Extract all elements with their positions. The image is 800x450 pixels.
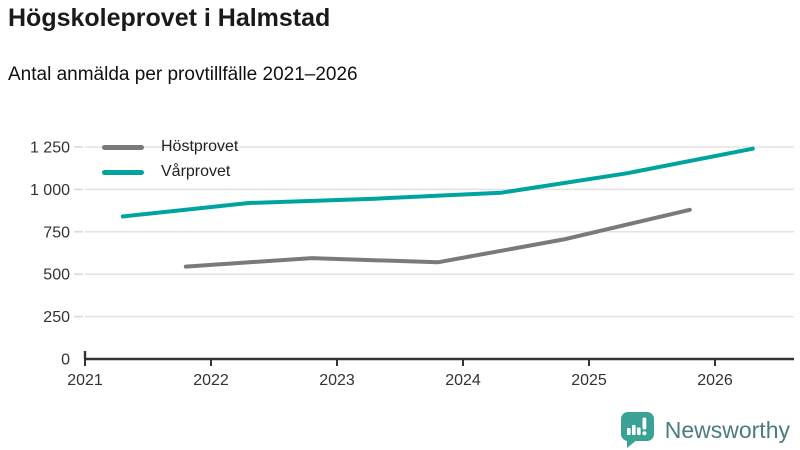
brand-logo: Newsworthy: [620, 411, 790, 449]
brand-name: Newsworthy: [664, 416, 790, 443]
y-axis-label: 750: [43, 224, 70, 241]
legend-swatch: [102, 144, 144, 150]
x-axis-label: 2023: [319, 372, 355, 389]
bar-chart-logo-icon: [620, 412, 654, 448]
y-axis-label: 0: [61, 352, 70, 369]
y-axis-label: 500: [43, 267, 70, 284]
series-line-höstprovet: [183, 207, 692, 269]
x-axis-label: 2024: [445, 372, 481, 389]
chart-legend: Höstprovet Vårprovet: [102, 139, 238, 180]
legend-label: Höstprovet: [161, 138, 239, 155]
y-axis-label: 1 000: [30, 182, 70, 199]
y-axis-label: 1 250: [30, 140, 70, 157]
x-axis-label: 2022: [193, 372, 229, 389]
legend-swatch: [102, 169, 144, 175]
page-title: Högskoleprovet i Halmstad: [8, 4, 331, 32]
series-line-vårprovet: [120, 146, 755, 219]
page-subtitle: Antal anmälda per provtillfälle 2021–202…: [8, 64, 358, 85]
legend-label: Vårprovet: [161, 163, 231, 180]
y-axis-label: 250: [43, 309, 70, 326]
legend-item: Höstprovet: [102, 139, 238, 155]
x-axis-label: 2026: [697, 372, 733, 389]
x-axis-label: 2025: [571, 372, 607, 389]
legend-item: Vårprovet: [102, 164, 238, 180]
x-axis-label: 2021: [67, 372, 103, 389]
